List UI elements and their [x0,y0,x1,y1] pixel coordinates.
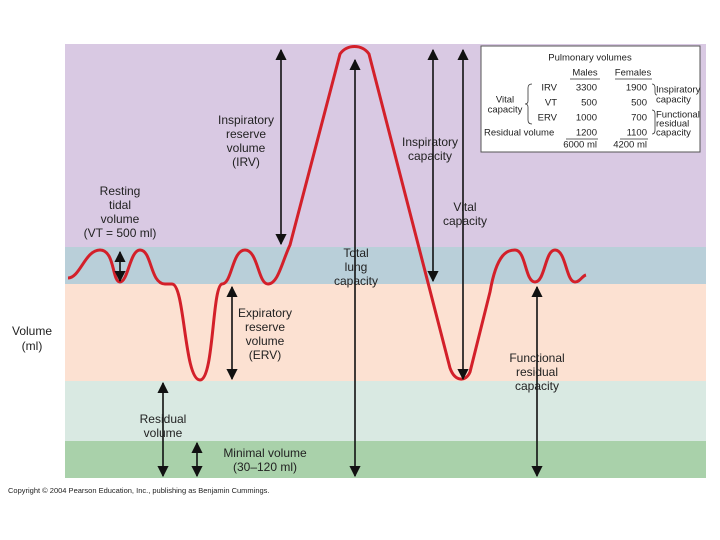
row-label: VT [545,98,557,109]
annotation: Minimal volume [223,446,307,460]
annotation: (IRV) [232,155,260,169]
table-title: Pulmonary volumes [548,53,632,64]
annotation: tidal [109,198,131,212]
group-label: Vital [496,95,514,106]
cell: 6000 ml [563,140,597,151]
volume-trace [67,45,587,382]
cell: 1000 [576,113,597,124]
group-label: Inspiratory [656,85,701,96]
annotation: (ERV) [249,348,281,362]
labels: Volume (ml) Inspiratoryreservevolume(IRV… [12,113,565,474]
cell: 4200 ml [613,140,647,151]
annotation: Inspiratory [402,135,458,149]
annotation: reserve [245,320,285,334]
annotation: capacity [408,149,452,163]
annotation: Inspiratory [218,113,274,127]
annotation: volume [101,212,140,226]
annotation: volume [246,334,285,348]
annotation: volume [227,141,266,155]
annotation: reserve [226,127,266,141]
cell: 3300 [576,83,597,94]
table-header: Males [572,68,598,79]
group-label: capacity [488,105,523,116]
axis-label: (ml) [22,339,43,353]
cell: 1200 [576,128,597,139]
row-label: IRV [541,83,557,94]
cell: 700 [631,113,647,124]
annotation: Residual [140,412,187,426]
group-label: Functional [656,110,700,121]
arrows [114,48,543,478]
annotation: Vital [453,200,476,214]
annotation: Resting [100,184,141,198]
annotation: (VT = 500 ml) [84,226,157,240]
annotation: capacity [334,274,378,288]
annotation: residual [516,365,558,379]
annotation: Functional [509,351,564,365]
annotation: volume [144,426,183,440]
group-label: capacity [656,128,691,139]
row-label: ERV [538,113,558,124]
annotation: Expiratory [238,306,292,320]
annotation: (30–120 ml) [233,460,297,474]
pulmonary-volumes-table: Pulmonary volumes Males Females IRV 3300 1… [480,45,701,153]
cell: 500 [581,98,597,109]
annotation: Total [343,246,368,260]
row-label: Residual volume [484,128,554,139]
annotation: capacity [443,214,487,228]
annotation: lung [345,260,368,274]
annotation: capacity [515,379,559,393]
group-label: capacity [656,95,691,106]
footer: Copyright © 2004 Pearson Education, Inc.… [8,486,270,495]
cell: 500 [631,98,647,109]
axis-label: Volume [12,324,52,338]
table-header: Females [615,68,652,79]
cell: 1900 [626,83,647,94]
cell: 1100 [627,128,647,139]
group-label: residual [656,119,689,130]
